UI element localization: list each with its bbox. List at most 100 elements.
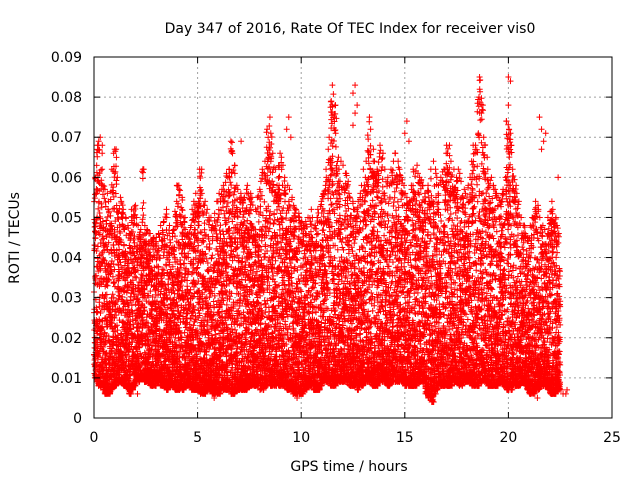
data-point [105, 276, 112, 283]
data-point [116, 256, 123, 263]
data-point [116, 222, 123, 229]
data-point [195, 222, 202, 229]
data-point [112, 190, 119, 197]
data-point [101, 379, 108, 386]
data-point [103, 291, 110, 298]
data-point [211, 210, 218, 217]
data-point [106, 390, 113, 397]
data-point [108, 318, 115, 325]
data-point [113, 312, 120, 319]
data-point [231, 162, 238, 169]
data-point [99, 232, 106, 239]
data-point [235, 307, 242, 314]
data-point [96, 146, 103, 153]
data-point [93, 248, 100, 255]
data-point [99, 150, 106, 157]
data-point [111, 308, 118, 315]
data-point [94, 153, 101, 160]
data-point [179, 207, 186, 214]
data-point [110, 193, 117, 200]
data-point [205, 221, 212, 228]
data-point [109, 187, 116, 194]
data-point [93, 169, 100, 176]
data-point [93, 162, 100, 169]
data-point [113, 177, 120, 184]
data-point [96, 318, 103, 325]
data-point [104, 213, 111, 220]
data-point [103, 243, 110, 250]
data-point [124, 222, 131, 229]
data-point [99, 218, 106, 225]
data-point [176, 191, 183, 198]
data-point [208, 255, 215, 262]
data-point [108, 298, 115, 305]
data-point [139, 175, 146, 182]
data-point [110, 328, 117, 335]
data-point [94, 309, 101, 316]
data-point [101, 247, 108, 254]
data-point [97, 343, 104, 350]
data-point [114, 327, 121, 334]
data-point [103, 317, 110, 324]
data-point [101, 295, 108, 302]
data-point [96, 170, 103, 177]
data-point [108, 386, 115, 393]
data-point [99, 191, 106, 198]
data-point [122, 214, 129, 221]
data-point [114, 322, 121, 329]
data-point [217, 222, 224, 229]
data-point [95, 138, 102, 145]
data-point [116, 235, 123, 242]
data-point [117, 194, 124, 201]
data-point [98, 326, 105, 333]
data-point [113, 163, 120, 170]
data-points [91, 74, 571, 405]
data-point [99, 182, 106, 189]
data-point [182, 214, 189, 221]
data-point [111, 278, 118, 285]
data-point [111, 170, 118, 177]
data-point [91, 224, 98, 231]
data-point [170, 227, 177, 234]
chart-title: Day 347 of 2016, Rate Of TEC Index for r… [165, 21, 536, 37]
data-point [97, 309, 104, 316]
data-point [96, 231, 103, 238]
data-point [116, 205, 123, 212]
data-point [255, 218, 262, 225]
data-point [178, 278, 185, 285]
data-point [101, 183, 108, 190]
data-point [244, 182, 251, 189]
data-point [108, 257, 115, 264]
data-point [94, 347, 101, 354]
data-point [112, 168, 119, 175]
data-point [109, 206, 116, 213]
data-point [139, 205, 146, 212]
data-point [116, 292, 123, 299]
data-point [220, 231, 227, 238]
data-point [231, 170, 238, 177]
data-point [244, 217, 251, 224]
data-point [171, 208, 178, 215]
data-point [99, 236, 106, 243]
data-point [113, 154, 120, 161]
data-point [108, 222, 115, 229]
data-point [117, 259, 124, 266]
data-point [113, 335, 120, 342]
data-point [110, 294, 117, 301]
data-point [228, 139, 235, 146]
data-point [109, 273, 116, 280]
data-point [216, 227, 223, 234]
data-point [117, 230, 124, 237]
data-point [107, 196, 114, 203]
data-point [114, 174, 121, 181]
data-point [92, 223, 99, 230]
data-point [116, 317, 123, 324]
data-point [97, 167, 104, 174]
data-point [110, 246, 117, 253]
data-point [110, 241, 117, 248]
data-point [99, 166, 106, 173]
data-point [108, 260, 115, 267]
data-point [94, 243, 101, 250]
data-point [92, 235, 99, 242]
